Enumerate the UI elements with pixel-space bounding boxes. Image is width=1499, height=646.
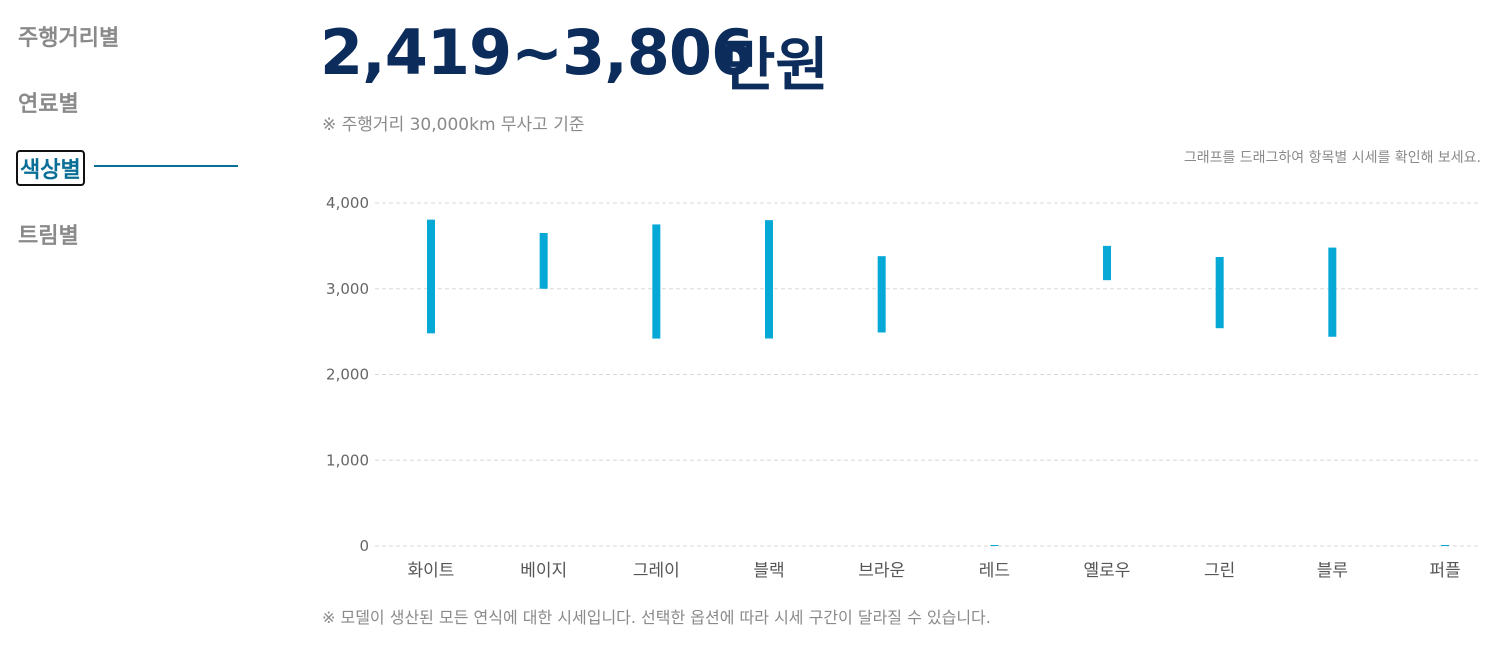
x-tick-label: 브라운 [858,561,905,581]
footer-note: ※ 모델이 생산된 모든 연식에 대한 시세입니다. 선택한 옵션에 따라 시세… [322,608,991,627]
grid-lines [375,202,1478,547]
nav-item-color[interactable]: 색상별 [16,150,85,186]
active-nav-indicator [94,165,238,167]
nav-item-fuel[interactable]: 연료별 [18,92,79,117]
range-bar[interactable] [652,224,661,339]
nav-item-mileage[interactable]: 주행거리별 [18,26,120,51]
drag-hint: 그래프를 드래그하여 항목별 시세를 확인해 보세요. [1183,150,1481,166]
range-bar[interactable] [427,219,435,334]
price-unit: 만원 [722,31,829,99]
range-bar[interactable] [1103,245,1111,281]
x-axis-ticks: 화이트 베이지 그레이 블랙 브라운 레드 옐로우 그린 블루 퍼플 [408,561,1461,581]
y-axis-ticks: 0 1,000 2,000 3,000 4,000 [326,194,369,555]
y-tick-label: 4,000 [326,194,369,212]
bars [427,219,1449,546]
x-tick-label: 화이트 [408,561,455,581]
side-nav: 주행거리별 연료별 색상별 트림별 [0,0,260,646]
range-bar[interactable] [1441,545,1449,546]
y-tick-label: 2,000 [326,366,369,384]
range-bar[interactable] [990,545,999,546]
range-bar[interactable] [1215,257,1224,329]
basis-note: ※ 주행거리 30,000km 무사고 기준 [322,115,585,135]
x-tick-label: 퍼플 [1429,561,1460,581]
x-tick-label: 레드 [979,561,1010,581]
x-tick-label: 블루 [1317,561,1348,581]
y-tick-label: 1,000 [326,451,369,469]
range-bar[interactable] [765,220,773,339]
y-tick-label: 3,000 [326,280,369,298]
x-tick-label: 블랙 [753,561,784,581]
y-tick-label: 0 [359,537,369,555]
x-tick-label: 그레이 [633,561,680,581]
range-bar[interactable] [877,256,886,333]
x-tick-label: 베이지 [520,561,567,581]
nav-item-trim[interactable]: 트림별 [18,224,79,249]
x-tick-label: 그린 [1204,561,1235,581]
x-tick-label: 옐로우 [1084,561,1131,581]
range-bar[interactable] [1328,247,1337,337]
price-range-chart[interactable]: 0 1,000 2,000 3,000 4,000 화이트 베이지 그레이 블랙 브라운 레드 옐로… [300,180,1485,590]
price-range: 2,419~3,806 [320,16,754,89]
range-bar[interactable] [539,233,548,289]
